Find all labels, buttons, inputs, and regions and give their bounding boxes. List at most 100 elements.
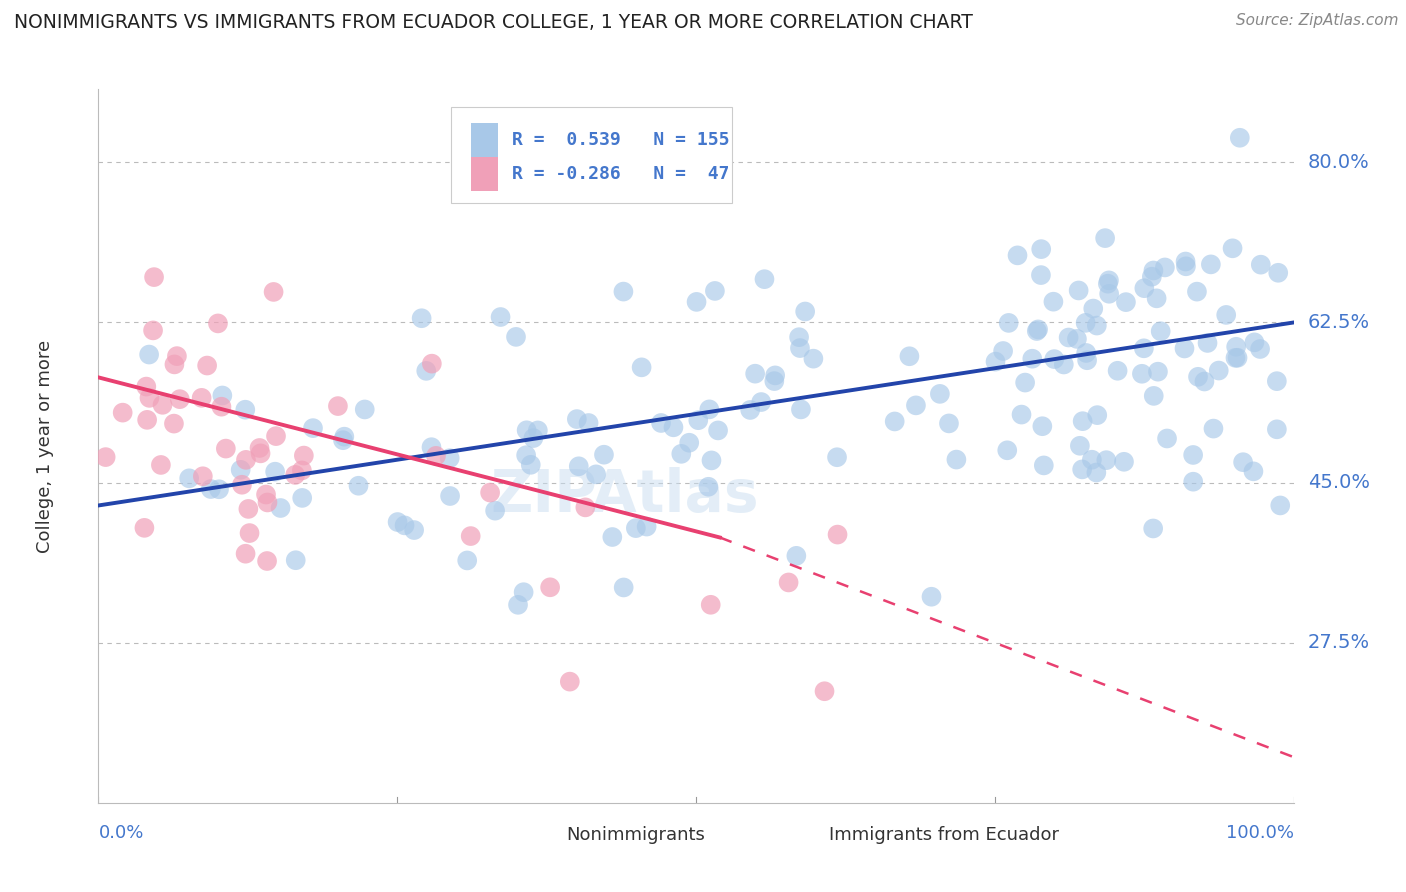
Point [1215, 308, 1237, 322]
Point [928, 387, 950, 401]
FancyBboxPatch shape [786, 824, 817, 846]
Point [439, 489, 461, 503]
Point [688, 413, 710, 427]
Point [231, 477, 253, 491]
Point [1249, 342, 1271, 356]
Point [678, 435, 700, 450]
Point [505, 330, 527, 344]
Point [1156, 432, 1178, 446]
Point [1107, 364, 1129, 378]
Point [1142, 521, 1164, 535]
Point [479, 485, 502, 500]
Text: R = -0.286   N =  47: R = -0.286 N = 47 [512, 165, 730, 183]
Point [179, 471, 201, 485]
Text: College, 1 year or more: College, 1 year or more [35, 340, 53, 552]
Point [333, 430, 356, 444]
Point [754, 272, 776, 286]
Point [207, 317, 229, 331]
Point [420, 357, 443, 371]
Point [1222, 241, 1244, 255]
Point [152, 398, 174, 412]
Point [1026, 322, 1049, 336]
Point [1067, 284, 1090, 298]
Point [995, 443, 1018, 458]
Point [235, 547, 257, 561]
Point [1081, 452, 1104, 467]
Point [284, 553, 307, 567]
Point [1095, 453, 1118, 467]
Point [1250, 258, 1272, 272]
Point [229, 463, 252, 477]
FancyBboxPatch shape [451, 107, 733, 203]
Point [134, 521, 156, 535]
Point [1270, 499, 1292, 513]
Point [489, 310, 512, 324]
Point [1025, 324, 1047, 338]
Point [347, 479, 370, 493]
Point [1011, 408, 1033, 422]
Point [211, 388, 233, 402]
Point [1208, 363, 1230, 377]
Point [163, 358, 186, 372]
Point [1097, 277, 1119, 291]
Point [613, 581, 636, 595]
Point [740, 403, 762, 417]
FancyBboxPatch shape [523, 824, 554, 846]
Point [404, 523, 426, 537]
Point [1174, 254, 1197, 268]
Point [1066, 332, 1088, 346]
Point [794, 304, 817, 318]
Point [650, 416, 672, 430]
Point [984, 354, 1007, 368]
Point [484, 503, 506, 517]
Point [169, 392, 191, 406]
Point [411, 311, 433, 326]
Point [270, 501, 292, 516]
Point [624, 521, 647, 535]
Point [749, 395, 772, 409]
Text: Source: ZipAtlas.com: Source: ZipAtlas.com [1236, 13, 1399, 29]
FancyBboxPatch shape [471, 123, 498, 157]
Point [662, 420, 685, 434]
Point [707, 424, 730, 438]
Point [787, 330, 810, 344]
Point [703, 284, 725, 298]
Text: Nonimmigrants: Nonimmigrants [567, 826, 704, 844]
Point [1115, 295, 1137, 310]
Point [1133, 281, 1156, 295]
Point [1182, 448, 1205, 462]
Point [1199, 257, 1222, 271]
Point [1182, 475, 1205, 489]
Point [671, 447, 693, 461]
Point [1085, 466, 1108, 480]
Point [1174, 260, 1197, 274]
Point [1083, 301, 1105, 316]
Point [578, 416, 600, 430]
Point [1173, 342, 1195, 356]
Point [166, 349, 188, 363]
Point [522, 431, 544, 445]
Point [256, 495, 278, 509]
Point [1154, 260, 1177, 275]
Text: ZIPAtlas: ZIPAtlas [489, 467, 759, 524]
Point [208, 483, 231, 497]
Point [1142, 263, 1164, 277]
Point [238, 526, 260, 541]
Point [1194, 375, 1216, 389]
Point [1043, 352, 1066, 367]
Point [558, 674, 581, 689]
Point [1029, 268, 1052, 282]
Point [200, 482, 222, 496]
Point [938, 417, 960, 431]
Point [538, 580, 561, 594]
Text: 0.0%: 0.0% [98, 824, 143, 842]
Point [415, 364, 437, 378]
Point [1143, 389, 1166, 403]
Point [264, 429, 287, 443]
Point [460, 529, 482, 543]
Point [699, 598, 721, 612]
Point [456, 553, 478, 567]
Point [593, 448, 616, 462]
Point [1229, 130, 1251, 145]
Point [700, 453, 723, 467]
